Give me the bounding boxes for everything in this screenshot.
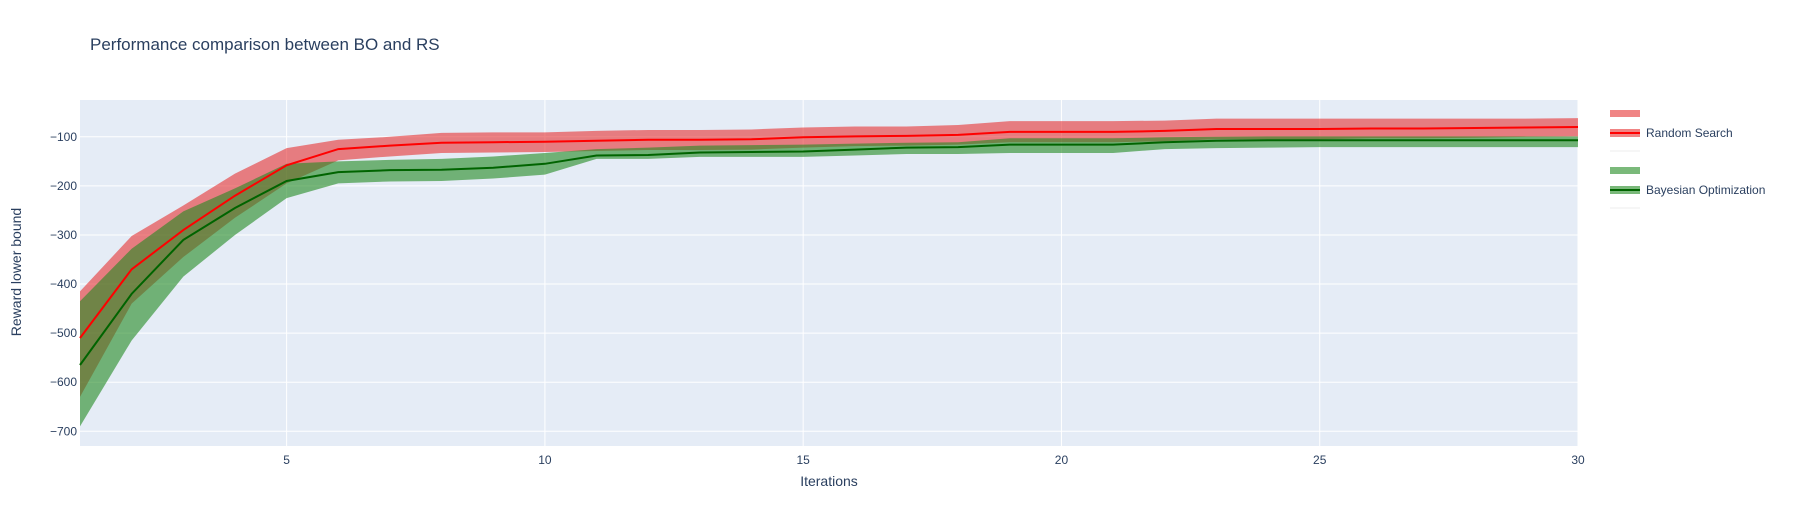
x-tick-labels: 5 10 15 20 25 30 bbox=[283, 453, 1585, 467]
series-lines bbox=[79, 125, 1579, 366]
x-axis-title: Iterations bbox=[800, 473, 858, 489]
series-line-0 bbox=[79, 125, 1579, 339]
series-line-1 bbox=[79, 139, 1578, 366]
x-tick-label: 30 bbox=[1571, 453, 1585, 467]
y-tick-label: −500 bbox=[50, 326, 77, 340]
legend[interactable]: Random Search Bayesian Optimization bbox=[1610, 110, 1765, 209]
x-tick-label: 20 bbox=[1055, 453, 1069, 467]
y-tick-label: −600 bbox=[50, 375, 77, 389]
legend-band-swatch[interactable] bbox=[1610, 167, 1640, 174]
y-tick-label: −200 bbox=[50, 179, 77, 193]
y-tick-label: −400 bbox=[50, 277, 77, 291]
y-tick-label: −100 bbox=[50, 130, 77, 144]
x-tick-label: 5 bbox=[283, 453, 290, 467]
x-tick-label: 15 bbox=[796, 453, 810, 467]
legend-label[interactable]: Bayesian Optimization bbox=[1646, 183, 1765, 197]
chart-title: Performance comparison between BO and RS bbox=[90, 35, 440, 54]
y-axis-title: Reward lower bound bbox=[8, 208, 24, 336]
x-tick-label: 25 bbox=[1313, 453, 1327, 467]
y-tick-label: −300 bbox=[50, 228, 77, 242]
legend-band-swatch[interactable] bbox=[1610, 110, 1640, 117]
x-tick-label: 10 bbox=[538, 453, 552, 467]
legend-label[interactable]: Random Search bbox=[1646, 126, 1733, 140]
y-tick-labels: −100 −200 −300 −400 −500 −600 −700 bbox=[50, 130, 77, 438]
y-tick-label: −700 bbox=[50, 424, 77, 438]
